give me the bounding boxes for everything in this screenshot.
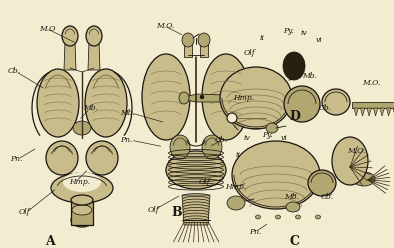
Ellipse shape <box>255 215 260 219</box>
Ellipse shape <box>232 141 320 209</box>
Polygon shape <box>393 108 394 116</box>
Text: Pn.: Pn. <box>10 155 22 163</box>
Polygon shape <box>387 108 391 116</box>
Polygon shape <box>182 195 210 225</box>
Ellipse shape <box>316 215 320 219</box>
Polygon shape <box>367 108 372 116</box>
Text: Olf: Olf <box>19 208 31 216</box>
Text: M.O.: M.O. <box>362 79 380 87</box>
Text: iv: iv <box>243 134 250 142</box>
Ellipse shape <box>353 172 375 186</box>
Text: Py.: Py. <box>262 131 273 139</box>
Polygon shape <box>200 44 208 57</box>
Text: Cb.: Cb. <box>8 67 21 75</box>
Polygon shape <box>64 42 76 70</box>
Text: A: A <box>45 235 55 248</box>
Text: Olf: Olf <box>199 178 211 186</box>
Text: D: D <box>290 110 301 123</box>
Text: M.O: M.O <box>39 25 56 32</box>
Ellipse shape <box>71 195 93 205</box>
Text: Cb.: Cb. <box>321 193 334 201</box>
Text: C: C <box>290 235 299 248</box>
Text: Cb.: Cb. <box>215 136 228 144</box>
Text: Mb.: Mb. <box>120 109 135 117</box>
Text: vi: vi <box>316 36 323 44</box>
Ellipse shape <box>37 69 79 137</box>
Ellipse shape <box>202 135 222 159</box>
Text: Mb.: Mb. <box>284 193 299 201</box>
Ellipse shape <box>170 135 190 159</box>
Text: Pn.: Pn. <box>120 136 132 144</box>
Ellipse shape <box>46 141 78 175</box>
Text: Hmp.: Hmp. <box>233 94 255 102</box>
Text: ii: ii <box>236 151 241 159</box>
Ellipse shape <box>166 151 226 189</box>
Text: B: B <box>171 206 182 218</box>
Text: Hmp.: Hmp. <box>69 178 90 186</box>
Ellipse shape <box>283 52 305 80</box>
Ellipse shape <box>63 172 101 192</box>
Polygon shape <box>186 94 224 102</box>
Text: Mb.: Mb. <box>83 104 98 112</box>
Ellipse shape <box>227 113 237 123</box>
Text: Olf: Olf <box>243 49 255 57</box>
Ellipse shape <box>85 69 127 137</box>
Text: Pn.: Pn. <box>249 228 261 236</box>
Polygon shape <box>380 108 385 116</box>
Text: Hmp.: Hmp. <box>225 183 247 191</box>
Polygon shape <box>374 108 378 116</box>
Text: M.O.: M.O. <box>156 22 174 30</box>
Text: vi: vi <box>281 134 287 142</box>
Polygon shape <box>88 42 100 70</box>
Ellipse shape <box>266 123 278 133</box>
Ellipse shape <box>284 86 320 122</box>
Polygon shape <box>184 44 192 57</box>
Ellipse shape <box>220 67 292 129</box>
Ellipse shape <box>198 33 210 47</box>
Ellipse shape <box>86 141 118 175</box>
Ellipse shape <box>332 137 368 185</box>
Polygon shape <box>354 108 359 116</box>
Text: ii: ii <box>259 34 264 42</box>
Text: Olf: Olf <box>148 206 160 214</box>
Ellipse shape <box>200 95 204 99</box>
Ellipse shape <box>275 215 281 219</box>
Polygon shape <box>352 102 394 108</box>
Ellipse shape <box>227 196 245 210</box>
Ellipse shape <box>179 92 189 104</box>
Ellipse shape <box>73 121 91 135</box>
Ellipse shape <box>51 173 113 203</box>
Ellipse shape <box>296 215 301 219</box>
Ellipse shape <box>202 54 250 140</box>
Ellipse shape <box>322 89 350 115</box>
Text: M.O.: M.O. <box>348 147 366 155</box>
Text: Mb.: Mb. <box>303 72 318 80</box>
Ellipse shape <box>72 205 92 215</box>
Text: iv: iv <box>300 30 307 37</box>
Ellipse shape <box>142 54 190 140</box>
Polygon shape <box>361 108 365 116</box>
Text: Cb.: Cb. <box>318 104 331 112</box>
Ellipse shape <box>86 26 102 46</box>
Ellipse shape <box>308 170 336 196</box>
Ellipse shape <box>286 202 300 212</box>
Polygon shape <box>71 200 93 225</box>
Ellipse shape <box>62 26 78 46</box>
Text: Py.: Py. <box>283 27 294 35</box>
Ellipse shape <box>71 213 93 227</box>
Ellipse shape <box>182 33 194 47</box>
